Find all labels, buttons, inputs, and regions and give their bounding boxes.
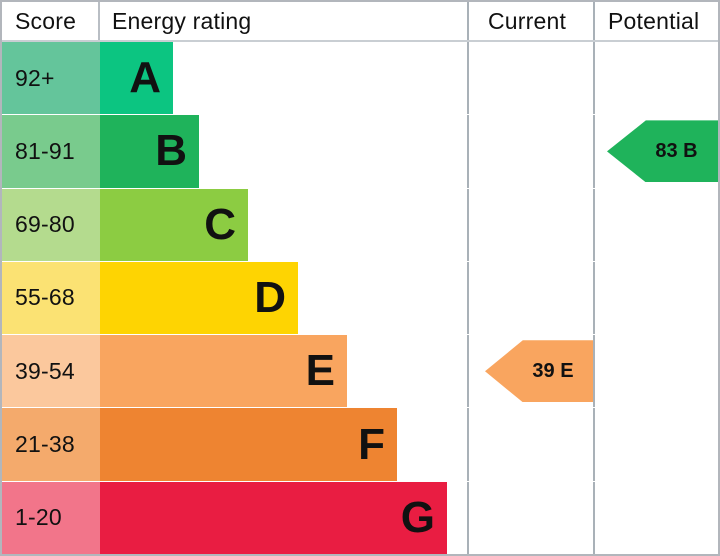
score-range-label: 1-20 [15,504,62,531]
rating-letter-b: B [155,126,187,176]
potential-rating-arrow: 83 B [607,120,718,183]
band-row-g: 1-20 G [2,481,718,554]
score-range-g: 1-20 [2,481,100,554]
score-range-c: 69-80 [2,188,100,261]
energy-bar-cell-d: D [100,261,467,335]
header-score: Score [2,2,100,40]
current-rating-arrow: 39 E [485,340,593,403]
rating-bar-e: E [100,335,347,408]
band-row-c: 69-80 C [2,188,718,262]
band-row-a: 92+ A [2,42,718,116]
current-column-cell [467,481,593,554]
potential-column-cell [593,188,718,261]
header-current: Current [467,2,593,40]
score-range-label: 21-38 [15,431,75,458]
energy-bar-cell-f: F [100,408,467,481]
band-row-f: 21-38 F [2,408,718,482]
header-energy-rating: Energy rating [112,7,252,34]
rating-letter-d: D [254,272,286,322]
current-column-cell [467,261,593,335]
energy-bar-cell-a: A [100,42,467,115]
rating-bar-f: F [100,408,397,481]
band-row-b: 81-91 B 83 B [2,115,718,189]
potential-column-cell [593,481,718,554]
energy-bar-cell-b: B [100,115,467,188]
rating-bar-d: D [100,261,298,335]
current-rating-value: 39 E [532,359,574,382]
rating-bar-g: G [100,481,447,554]
rating-letter-e: E [305,346,335,396]
current-column-cell [467,188,593,261]
score-range-a: 92+ [2,42,100,115]
score-range-f: 21-38 [2,408,100,481]
current-column-cell: 39 E [467,335,593,408]
current-column-cell [467,42,593,115]
rating-letter-g: G [400,492,435,542]
score-range-label: 39-54 [15,357,75,384]
potential-rating-value: 83 B [655,139,698,162]
energy-bar-cell-c: C [100,188,467,261]
band-row-d: 55-68 D [2,261,718,336]
rating-bar-c: C [100,188,248,261]
rating-letter-c: C [204,199,236,249]
potential-column-cell [593,408,718,481]
potential-column-cell [593,42,718,115]
header-potential: Potential [593,2,718,40]
current-column-cell [467,408,593,481]
rating-letter-f: F [358,419,385,469]
potential-column-cell [593,261,718,335]
potential-column-cell [593,335,718,408]
score-range-label: 69-80 [15,211,75,238]
score-range-d: 55-68 [2,261,100,335]
header-row: Score Energy rating Current Potential [2,2,718,42]
band-row-e: 39-54 E 39 E [2,335,718,409]
score-range-label: 92+ [15,64,55,91]
score-range-e: 39-54 [2,335,100,408]
potential-column-cell: 83 B [593,115,718,188]
rating-bar-a: A [100,42,173,115]
rating-bands: 92+ A 81-91 B 83 B [2,42,718,554]
current-column-cell [467,115,593,188]
score-range-b: 81-91 [2,115,100,188]
energy-bar-cell-g: G [100,481,467,554]
score-range-label: 81-91 [15,137,75,164]
score-range-label: 55-68 [15,284,75,311]
rating-bar-b: B [100,115,199,188]
energy-bar-cell-e: E [100,335,467,408]
rating-letter-a: A [129,53,161,103]
